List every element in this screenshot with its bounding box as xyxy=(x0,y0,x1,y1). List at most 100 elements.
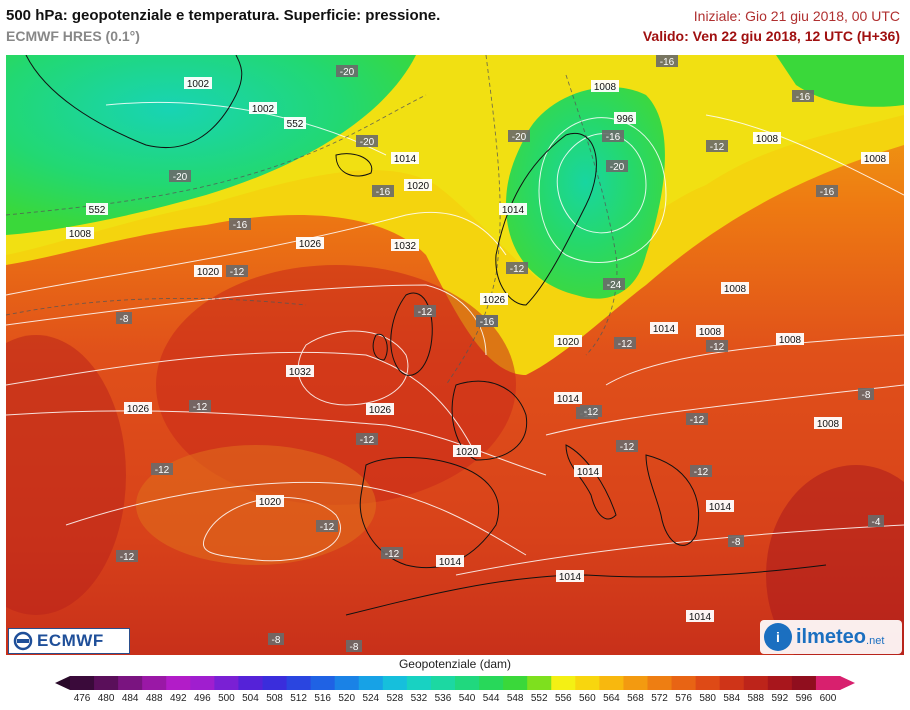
temperature-label: -12 xyxy=(226,265,248,278)
svg-text:552: 552 xyxy=(89,205,106,216)
temperature-label: -16 xyxy=(372,185,394,198)
temperature-label: -16 xyxy=(792,90,814,103)
temperature-label: -8 xyxy=(116,312,132,325)
colorbar-arrow-right xyxy=(840,676,855,690)
temperature-label: -16 xyxy=(476,315,498,328)
high-west xyxy=(6,335,126,615)
pressure-label: 1014 xyxy=(391,152,419,165)
temperature-label: -20 xyxy=(169,170,191,183)
temperature-label: -12 xyxy=(706,140,728,153)
temperature-label: -12 xyxy=(381,547,403,560)
svg-text:-12: -12 xyxy=(618,339,633,350)
colorbar-tick-label: 532 xyxy=(410,693,428,704)
colorbar-tick-label: 584 xyxy=(723,693,741,704)
colorbar-swatch xyxy=(503,676,528,690)
colorbar-tick-label: 592 xyxy=(771,693,789,704)
svg-text:-12: -12 xyxy=(584,407,599,418)
colorbar-tick-label: 540 xyxy=(458,693,476,704)
pressure-label: 1020 xyxy=(453,445,481,458)
ecmwf-logo-text: ECMWF xyxy=(37,631,104,650)
temperature-label: -12 xyxy=(580,405,602,418)
colorbar-tick-label: 548 xyxy=(506,693,524,704)
temperature-label: -12 xyxy=(414,305,436,318)
ilmeteo-logo-text: ilmeteo xyxy=(796,625,867,648)
pressure-label: 1008 xyxy=(814,417,842,430)
svg-text:-12: -12 xyxy=(120,552,135,563)
svg-text:1008: 1008 xyxy=(817,419,840,430)
temperature-label: -16 xyxy=(656,55,678,68)
temperature-label: -12 xyxy=(614,337,636,350)
pressure-label: 1008 xyxy=(776,333,804,346)
pressure-label: 1020 xyxy=(554,335,582,348)
high-east xyxy=(766,465,904,655)
svg-text:-8: -8 xyxy=(862,390,871,401)
svg-text:-12: -12 xyxy=(320,522,335,533)
colorbar-title: Geopotenziale (dam) xyxy=(398,657,512,671)
svg-text:-16: -16 xyxy=(660,57,675,68)
temperature-label: -16 xyxy=(816,185,838,198)
svg-text:-16: -16 xyxy=(796,92,811,103)
temperature-label: -12 xyxy=(506,262,528,275)
colorbar-swatch xyxy=(262,676,288,690)
pressure-label: 1014 xyxy=(499,203,527,216)
svg-text:-16: -16 xyxy=(233,220,248,231)
temperature-label: -12 xyxy=(116,550,138,563)
temperature-label: -8 xyxy=(858,388,874,401)
svg-text:-20: -20 xyxy=(173,172,188,183)
pressure-label: 1014 xyxy=(706,500,734,513)
svg-text:1002: 1002 xyxy=(187,79,210,90)
svg-text:1014: 1014 xyxy=(439,557,462,568)
temperature-label: -20 xyxy=(606,160,628,173)
colorbar-swatch xyxy=(358,676,384,690)
svg-text:-16: -16 xyxy=(480,317,495,328)
svg-text:-16: -16 xyxy=(820,187,835,198)
temperature-label: -20 xyxy=(356,135,378,148)
colorbar-tick-label: 580 xyxy=(699,693,716,704)
colorbar-swatch xyxy=(406,676,432,690)
temperature-label: -4 xyxy=(868,515,884,528)
ilmeteo-mark-icon: i xyxy=(764,623,792,651)
colorbar-swatch xyxy=(238,676,263,690)
svg-text:-16: -16 xyxy=(376,187,391,198)
colorbar-tick-label: 568 xyxy=(627,693,644,704)
colorbar-swatch xyxy=(791,676,817,690)
pressure-label: 1008 xyxy=(591,80,619,93)
svg-text:1026: 1026 xyxy=(127,404,150,415)
temperature-label: -12 xyxy=(616,440,638,453)
svg-text:996: 996 xyxy=(617,114,634,125)
svg-text:1014: 1014 xyxy=(557,394,580,405)
svg-text:1020: 1020 xyxy=(197,267,220,278)
colorbar-tick-label: 552 xyxy=(530,693,548,704)
pressure-label: 1020 xyxy=(256,495,284,508)
temperature-label: -20 xyxy=(336,65,358,78)
pressure-label: 1026 xyxy=(480,293,508,306)
pressure-label: 1020 xyxy=(194,265,222,278)
colorbar-swatch xyxy=(214,676,239,690)
svg-text:1020: 1020 xyxy=(456,447,479,458)
colorbar-swatch xyxy=(527,676,552,690)
colorbar-tick-label: 484 xyxy=(121,693,139,704)
colorbar-swatch xyxy=(767,676,793,690)
temperature-label: -12 xyxy=(316,520,338,533)
svg-text:-16: -16 xyxy=(606,132,621,143)
temperature-label: -24 xyxy=(603,278,625,291)
pressure-label: 552 xyxy=(284,117,306,130)
svg-text:1020: 1020 xyxy=(557,337,580,348)
pressure-label: 1008 xyxy=(721,282,749,295)
colorbar-tick-label: 600 xyxy=(819,693,837,704)
pressure-label: 1014 xyxy=(554,392,582,405)
ilmeteo-logo[interactable]: i ilmeteo .net xyxy=(760,620,902,654)
svg-text:-8: -8 xyxy=(350,642,359,653)
pressure-label: 1032 xyxy=(286,365,314,378)
temperature-label: -8 xyxy=(728,535,744,548)
colorbar-tick-label: 588 xyxy=(747,693,765,704)
colorbar-swatch xyxy=(575,676,600,690)
svg-text:-20: -20 xyxy=(340,67,355,78)
colorbar-swatch xyxy=(142,676,167,690)
colorbar-swatch xyxy=(719,676,745,690)
svg-text:-20: -20 xyxy=(360,137,375,148)
temperature-label: -12 xyxy=(356,433,378,446)
svg-text:-20: -20 xyxy=(610,162,625,173)
temperature-label: -20 xyxy=(508,130,530,143)
svg-text:1008: 1008 xyxy=(724,284,747,295)
